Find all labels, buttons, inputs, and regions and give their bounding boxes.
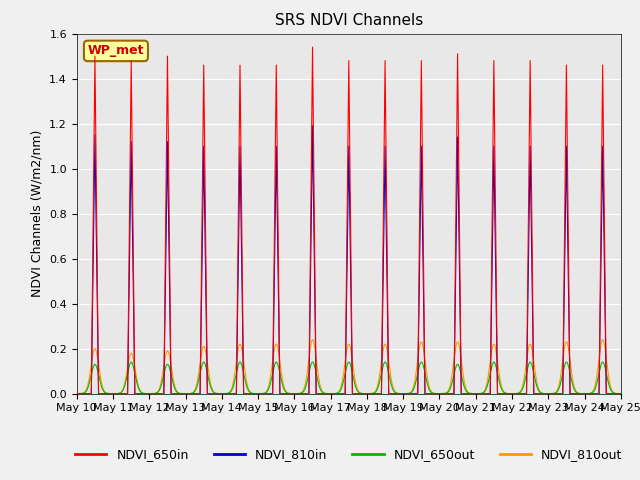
Text: WP_met: WP_met <box>88 44 144 58</box>
Y-axis label: NDVI Channels (W/m2/nm): NDVI Channels (W/m2/nm) <box>31 130 44 297</box>
Legend: NDVI_650in, NDVI_810in, NDVI_650out, NDVI_810out: NDVI_650in, NDVI_810in, NDVI_650out, NDV… <box>70 443 628 466</box>
Title: SRS NDVI Channels: SRS NDVI Channels <box>275 13 423 28</box>
